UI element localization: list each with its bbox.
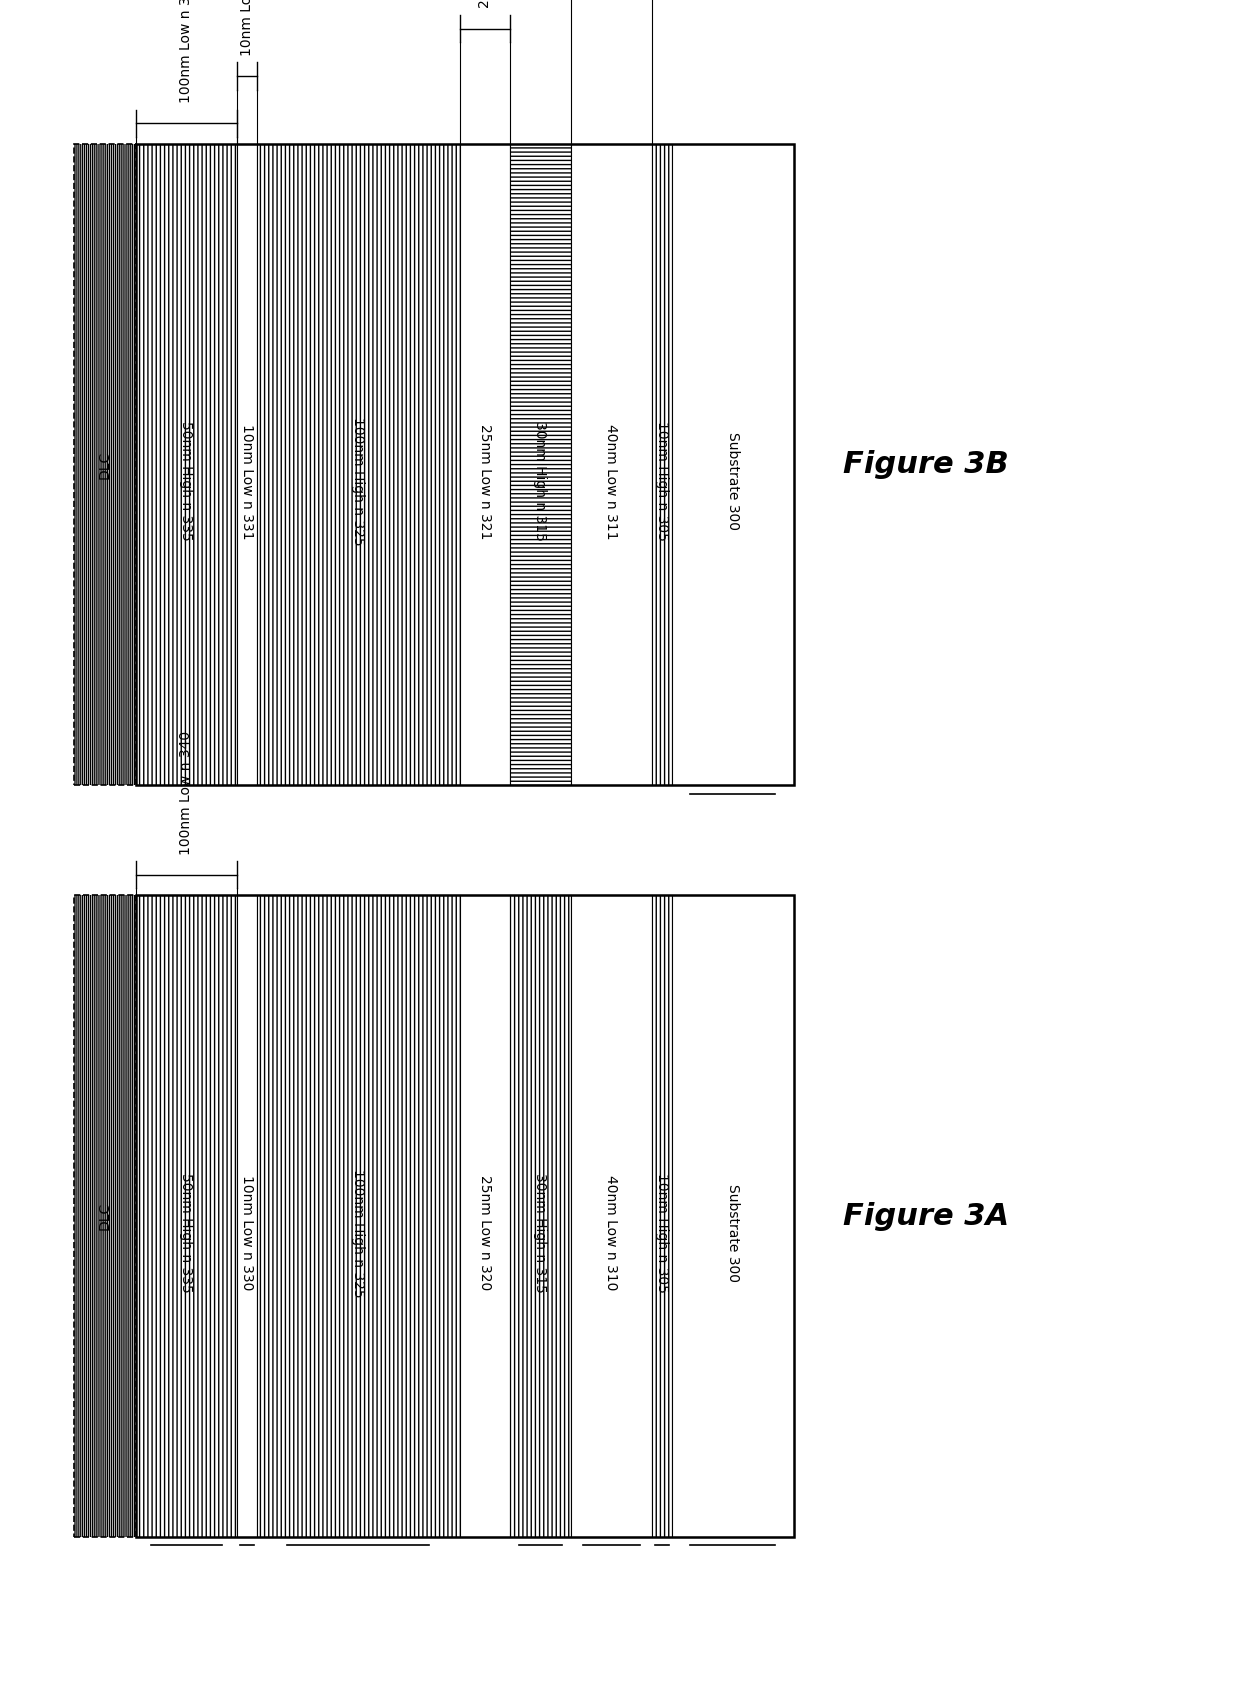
Bar [135,144,237,785]
Text: 10nm High n 305: 10nm High n 305 [655,1174,670,1292]
Text: 25nm Low n 321: 25nm Low n 321 [477,0,492,8]
Bar [74,144,135,785]
Bar [652,144,672,785]
Bar [570,144,652,785]
Text: 100nm Low n 340: 100nm Low n 340 [179,0,193,103]
Text: 100nm High n 325: 100nm High n 325 [351,417,366,546]
Bar [135,895,794,1537]
Text: Figure 3A: Figure 3A [843,1201,1009,1231]
Bar [135,144,794,785]
Text: 10nm High n 305: 10nm High n 305 [655,422,670,540]
Text: 50nm High n 335: 50nm High n 335 [179,1174,193,1292]
Text: 25nm Low n 321: 25nm Low n 321 [477,424,492,539]
Bar [672,895,794,1537]
Text: 40nm Low n 311: 40nm Low n 311 [604,424,619,539]
Text: 10nm Low n 331: 10nm Low n 331 [239,424,254,539]
Text: Figure 3B: Figure 3B [843,449,1009,480]
Bar [672,144,794,785]
Text: 100nm High n 325: 100nm High n 325 [351,1169,366,1297]
Text: 30nm High n 315: 30nm High n 315 [533,422,548,540]
Bar [237,895,257,1537]
Text: 40nm Low n 310: 40nm Low n 310 [604,1176,619,1290]
Text: 100nm Low n 340: 100nm Low n 340 [179,731,193,855]
Text: DLC: DLC [98,451,112,478]
Bar [460,144,510,785]
Bar [460,895,510,1537]
Bar [510,895,570,1537]
Text: Substrate 300: Substrate 300 [725,432,740,530]
Bar [135,895,237,1537]
Bar [257,144,460,785]
Bar [510,144,570,785]
Bar [652,895,672,1537]
Text: 25nm Low n 320: 25nm Low n 320 [477,1176,492,1290]
Text: 10nm Low n 330: 10nm Low n 330 [239,1176,254,1290]
Text: 50nm High n 335: 50nm High n 335 [179,422,193,540]
Bar [237,144,257,785]
Text: Substrate 300: Substrate 300 [725,1184,740,1282]
Bar [74,895,135,1537]
Text: 10nm Low n 331: 10nm Low n 331 [239,0,254,56]
Text: DLC: DLC [98,1203,112,1230]
Bar [257,895,460,1537]
Bar [570,895,652,1537]
Text: 30nm High n 315: 30nm High n 315 [533,1174,548,1292]
